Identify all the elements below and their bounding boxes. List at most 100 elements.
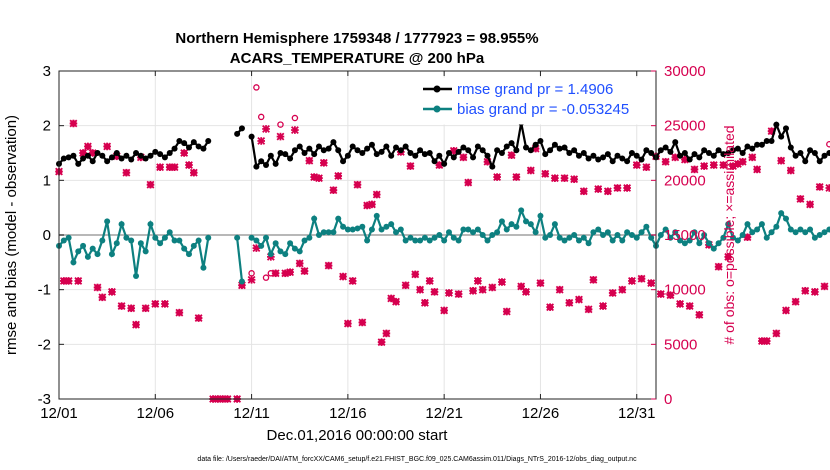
rmse-point-101 <box>542 151 549 158</box>
obs-assimilated-point-66 <box>372 190 381 199</box>
obs-assimilated-point-16 <box>132 320 140 329</box>
bias-point-22 <box>161 234 168 241</box>
rmse-point-70 <box>393 144 400 151</box>
rmse-point-142 <box>739 150 746 156</box>
rmse-point-4 <box>75 160 82 167</box>
obs-assimilated-point-41 <box>252 244 261 253</box>
bias-point-3 <box>70 259 77 266</box>
bias-point-24 <box>171 237 178 244</box>
rmse-point-98 <box>527 147 534 154</box>
bias-point-123 <box>648 234 655 241</box>
bias-point-118 <box>624 229 631 236</box>
y-tick-label-6: 3 <box>43 63 51 80</box>
rmse-point-25 <box>176 137 183 144</box>
bias-point-160 <box>826 226 830 233</box>
y-right-axis-label: # of obs: o=possible; ×=assimilated <box>721 125 737 344</box>
rmse-point-139 <box>725 150 732 156</box>
rmse-point-130 <box>681 150 688 156</box>
obs-assimilated-point-26 <box>180 149 189 157</box>
obs-assimilated-point-76 <box>420 298 429 307</box>
rmse-point-81 <box>445 150 452 156</box>
obs-assimilated-point-63 <box>358 318 367 327</box>
rmse-point-137 <box>715 147 722 154</box>
rmse-point-114 <box>604 151 611 158</box>
bias-point-95 <box>513 223 520 230</box>
bias-point-37 <box>234 234 241 241</box>
obs-assimilated-point-100 <box>536 279 545 288</box>
y-axis-ticks: -3 -2 -1 0 1 2 3 <box>38 63 64 408</box>
bias-line-segment-1 <box>236 237 244 282</box>
rmse-point-43 <box>263 162 270 169</box>
rmse-point-89 <box>484 152 491 159</box>
bias-point-80 <box>441 237 448 244</box>
obs-assimilated-point-102 <box>546 303 555 312</box>
obs-assimilated-point-137 <box>714 262 723 271</box>
obs-assimilated-point-49 <box>290 126 299 134</box>
bias-point-1 <box>60 237 67 244</box>
y-tick-label-1: -2 <box>38 336 51 353</box>
rmse-point-61 <box>349 143 356 150</box>
bias-point-140 <box>730 234 737 241</box>
obs-assimilated-point-110 <box>584 305 593 314</box>
obs-assimilated-point-106 <box>565 298 574 307</box>
bias-point-12 <box>113 240 120 247</box>
bias-point-8 <box>94 251 101 258</box>
rmse-point-160 <box>826 150 830 156</box>
rmse-point-17 <box>137 152 144 159</box>
bias-point-120 <box>633 234 640 241</box>
bias-point-92 <box>498 218 505 225</box>
obs-assimilated-point-46 <box>276 132 285 141</box>
bias-point-115 <box>609 237 616 244</box>
y-tick-label-4: 1 <box>43 172 51 189</box>
bias-point-76 <box>421 234 428 241</box>
rmse-point-65 <box>368 141 375 148</box>
obs-assimilated-point-59 <box>339 272 347 281</box>
x-tick-label-1: 12/06 <box>137 405 175 422</box>
bias-point-41 <box>253 237 260 244</box>
bias-point-70 <box>393 229 400 236</box>
bias-point-26 <box>181 245 188 252</box>
rmse-point-115 <box>609 158 616 165</box>
rmse-point-129 <box>677 152 684 159</box>
obs-assimilated-point-97 <box>522 287 530 296</box>
legend-bias-marker <box>433 105 441 113</box>
bias-point-93 <box>503 226 510 233</box>
bias-point-154 <box>797 226 804 233</box>
rmse-point-77 <box>426 150 433 156</box>
rmse-point-2 <box>65 154 72 161</box>
bias-point-10 <box>104 218 111 225</box>
bias-point-28 <box>190 242 197 249</box>
bias-point-16 <box>133 273 140 279</box>
obs-assimilated-point-83 <box>454 290 463 298</box>
rmse-point-157 <box>811 150 818 156</box>
bias-point-111 <box>590 229 597 236</box>
bias-point-50 <box>296 248 303 255</box>
bias-point-129 <box>677 237 684 244</box>
rmse-point-132 <box>691 151 698 158</box>
rmse-point-18 <box>142 155 149 162</box>
obs-assimilated-point-24 <box>170 163 179 172</box>
rmse-point-49 <box>291 147 298 154</box>
obs-assimilated-point-155 <box>801 286 810 295</box>
obs-assimilated-point-11 <box>108 287 116 296</box>
obs-assimilated-point-144 <box>748 153 757 162</box>
bias-point-113 <box>600 232 607 238</box>
rmse-point-145 <box>754 141 761 148</box>
bias-point-130 <box>681 240 688 247</box>
bias-point-4 <box>75 248 82 255</box>
rmse-point-55 <box>320 147 327 154</box>
bias-point-152 <box>787 226 794 233</box>
rmse-point-147 <box>763 137 770 144</box>
bias-point-139 <box>725 221 732 228</box>
rmse-point-73 <box>407 150 414 156</box>
obs-assimilated-point-119 <box>627 276 636 285</box>
rmse-point-42 <box>258 158 265 165</box>
bias-point-25 <box>176 237 183 244</box>
obs-assimilated-point-126 <box>661 157 670 166</box>
obs-assimilated-point-10 <box>103 142 112 151</box>
rmse-point-37 <box>234 130 241 137</box>
rmse-point-45 <box>272 160 279 167</box>
rmse-point-26 <box>181 140 188 147</box>
rmse-point-9 <box>99 152 106 159</box>
bias-point-81 <box>445 229 452 236</box>
